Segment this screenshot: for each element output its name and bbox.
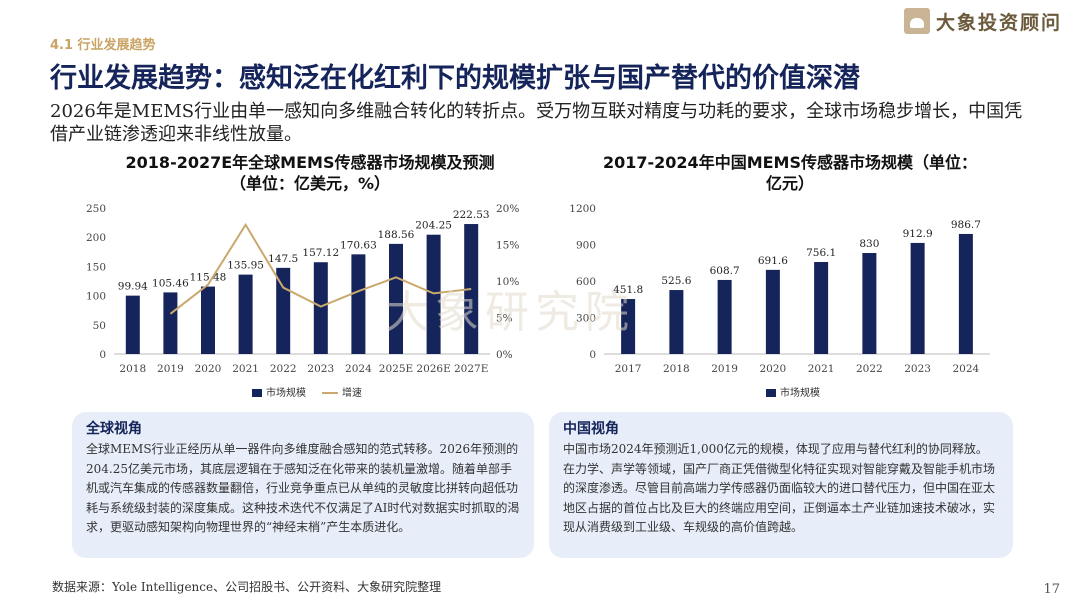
bar-value-label: 204.25 <box>415 220 452 232</box>
x-tick-label: 2024 <box>345 363 372 375</box>
bar-value-label: 157.12 <box>302 247 339 259</box>
bar-value-label: 170.63 <box>340 239 377 251</box>
bar <box>958 233 973 354</box>
section-label: 4.1 行业发展趋势 <box>50 38 156 53</box>
elephant-logo-icon <box>903 8 930 34</box>
bar <box>351 254 366 354</box>
global-view-card: 全球视角 全球MEMS行业正经历从单一器件向多维度融合感知的范式转移。2026年… <box>72 412 534 558</box>
y-tick-label: 900 <box>576 240 596 252</box>
bar <box>621 299 636 354</box>
x-tick-label: 2023 <box>307 363 334 375</box>
china-chart-title: 2017-2024年中国MEMS传感器市场规模（单位：亿元） <box>602 153 977 193</box>
bar <box>125 295 140 354</box>
y-tick-label: 0 <box>589 349 596 361</box>
bar <box>313 262 328 354</box>
bar <box>814 262 829 354</box>
bar-value-label: 147.5 <box>268 253 298 265</box>
page-subtitle: 2026年是MEMS行业由单一感知向多维融合转化的转折点。受万物互联对精度与功耗… <box>50 101 1023 145</box>
global-view-title: 全球视角 <box>86 421 142 437</box>
growth-rate-line <box>169 222 472 315</box>
legend-bar-label: 市场规模 <box>780 386 820 399</box>
page-number: 17 <box>1043 582 1060 597</box>
bar-value-label: 105.46 <box>152 277 189 289</box>
y-tick-label: 0 <box>99 349 106 361</box>
bar-value-label: 188.56 <box>378 229 415 241</box>
y2-tick-label: 0% <box>496 349 513 361</box>
data-source-note: 数据来源：Yole Intelligence、公司招股书、公开资料、大象研究院整… <box>52 580 442 594</box>
brand-name: 大象投资顾问 <box>935 11 1062 34</box>
global-view-text: 全球MEMS行业正经历从单一器件向多维度融合感知的范式转移。2026年预测的20… <box>86 442 520 534</box>
bar-value-label: 115.48 <box>190 272 227 284</box>
y-tick-label: 150 <box>86 261 106 273</box>
y-tick-label: 100 <box>86 291 106 303</box>
y-tick-label: 600 <box>576 276 596 288</box>
x-tick-label: 2022 <box>856 363 883 375</box>
global-chart-title: 2018-2027E年全球MEMS传感器市场规模及预测（单位：亿美元，%） <box>125 153 495 193</box>
x-tick-label: 2026E <box>416 363 450 375</box>
y-tick-label: 200 <box>86 232 106 244</box>
china-view-title: 中国视角 <box>563 421 619 437</box>
bar <box>862 253 877 354</box>
x-tick-label: 2021 <box>232 363 259 375</box>
bar <box>238 274 253 354</box>
x-tick-label: 2018 <box>119 363 146 375</box>
y-tick-label: 50 <box>93 320 106 332</box>
china-market-chart: 0 300 600 900 1200 451.8 525.6 608.7 691.6 756.1 8… <box>569 203 990 399</box>
bar-value-label: 99.94 <box>118 281 148 293</box>
x-tick-label: 2018 <box>663 363 690 375</box>
legend-bar-swatch <box>252 389 262 397</box>
legend-bar-label: 市场规模 <box>266 386 306 399</box>
bar <box>669 290 684 354</box>
bar-value-label: 912.9 <box>903 228 933 240</box>
bar-value-label: 756.1 <box>806 247 836 259</box>
page-title: 行业发展趋势：感知泛在化红利下的规模扩张与国产替代的价值深潜 <box>50 63 860 94</box>
x-tick-label: 2019 <box>711 363 738 375</box>
x-tick-label: 2020 <box>760 363 787 375</box>
x-tick-label: 2023 <box>904 363 931 375</box>
bar <box>765 269 780 354</box>
bar-value-label: 525.6 <box>661 275 691 287</box>
bar <box>464 224 479 354</box>
x-tick-label: 2017 <box>615 363 642 375</box>
y-tick-label: 300 <box>576 313 596 325</box>
brand-logo: 大象投资顾问 <box>903 6 1062 36</box>
bar-value-label: 830 <box>859 238 879 250</box>
bar-value-label: 451.8 <box>613 284 643 296</box>
x-tick-label: 2019 <box>157 363 184 375</box>
bar <box>717 279 732 354</box>
bar-value-label: 135.95 <box>227 260 264 272</box>
bar-value-label: 986.7 <box>951 219 981 231</box>
bar-value-label: 608.7 <box>710 265 740 277</box>
y-tick-label: 1200 <box>569 203 596 215</box>
bar-value-label: 691.6 <box>758 255 788 267</box>
x-tick-label: 2021 <box>808 363 835 375</box>
bar-value-label: 222.53 <box>453 209 490 221</box>
x-tick-label: 2024 <box>953 363 980 375</box>
x-tick-label: 2020 <box>195 363 222 375</box>
y2-tick-label: 20% <box>496 203 519 215</box>
legend-line-label: 增速 <box>342 386 362 399</box>
x-tick-label: 2025E <box>379 363 413 375</box>
y-tick-label: 250 <box>86 203 106 215</box>
y2-tick-label: 10% <box>496 276 519 288</box>
bar <box>910 242 925 354</box>
legend-bar-swatch <box>766 389 776 397</box>
china-view-text: 中国市场2024年预测近1,000亿元的规模，体现了应用与替代红利的协同释放。在… <box>563 442 996 534</box>
x-tick-label: 2027E <box>454 363 488 375</box>
china-view-card: 中国视角 中国市场2024年预测近1,000亿元的规模，体现了应用与替代红利的协… <box>549 412 1013 558</box>
y2-tick-label: 15% <box>496 240 519 252</box>
bar <box>163 292 178 354</box>
x-tick-label: 2022 <box>270 363 297 375</box>
bar <box>389 243 403 354</box>
bar <box>201 286 215 354</box>
y2-tick-label: 5% <box>496 313 513 325</box>
